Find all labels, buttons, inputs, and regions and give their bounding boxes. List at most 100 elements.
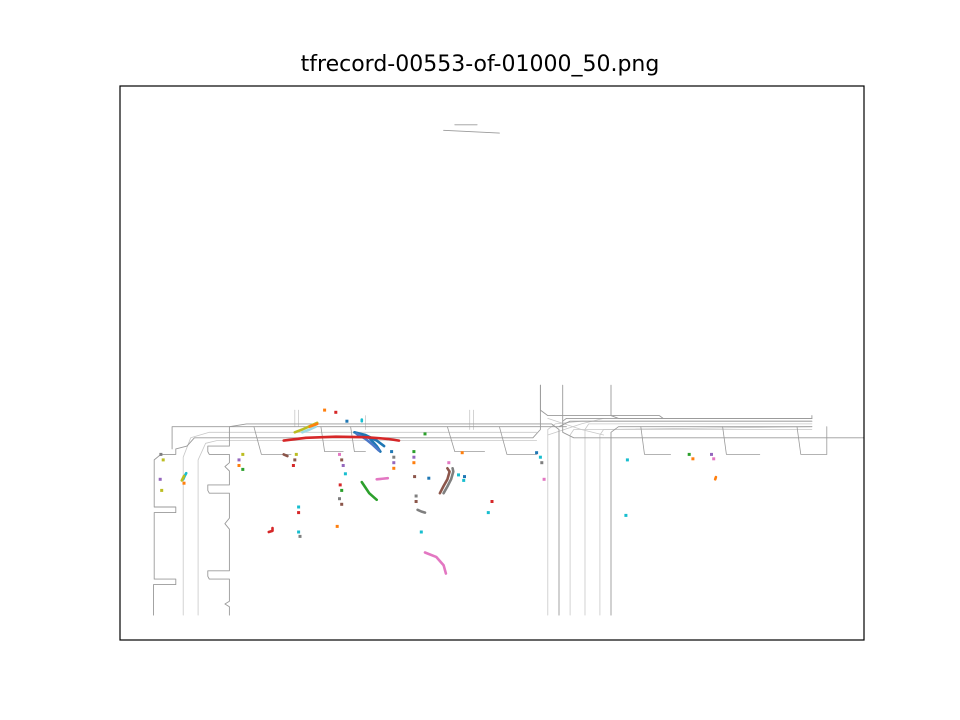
map-layer	[153, 124, 865, 616]
agent-point	[294, 452, 298, 456]
driveway-edge	[796, 426, 828, 455]
road-edge	[610, 384, 813, 419]
agent-point	[412, 455, 416, 459]
trajectory-line	[438, 466, 451, 495]
agent-point	[390, 450, 394, 454]
agent-point	[540, 461, 544, 465]
driveway-edge	[253, 426, 292, 455]
agent-point	[182, 481, 186, 485]
trajectory-line	[442, 466, 455, 495]
agent-point	[712, 457, 716, 461]
agent-point	[624, 513, 628, 517]
agent-point	[392, 461, 396, 465]
axes-frame	[119, 85, 865, 641]
trajectory-line	[713, 475, 718, 481]
road-edge	[539, 384, 813, 419]
road-edge	[207, 423, 560, 616]
road-edge	[443, 129, 500, 134]
road-edge	[186, 384, 541, 447]
agent-point	[542, 477, 546, 481]
agent-point	[535, 451, 539, 455]
agent-point	[691, 457, 695, 461]
agent-point	[392, 455, 396, 459]
agent-point	[340, 488, 344, 492]
lane-line	[182, 431, 537, 616]
agent-point	[297, 505, 301, 509]
driveway-edge	[498, 426, 537, 455]
agent-point	[490, 500, 494, 503]
driveway-edge	[350, 426, 366, 453]
agent-point	[392, 466, 396, 470]
lane-line	[547, 420, 813, 616]
agent-point	[447, 461, 451, 465]
trajectory-line	[180, 474, 186, 482]
driveway-edge	[640, 426, 671, 455]
agent-point	[625, 458, 629, 462]
agent-point	[343, 472, 347, 476]
lane-line	[547, 417, 604, 436]
lane-line	[197, 440, 537, 616]
agent-point	[338, 452, 341, 456]
agent-point	[423, 432, 427, 436]
agent-point	[413, 475, 417, 479]
agent-point	[241, 467, 245, 471]
agent-point	[158, 477, 162, 481]
agent-point	[293, 458, 297, 462]
agent-point	[298, 534, 302, 538]
agent-point	[237, 464, 241, 467]
trajectory-line	[282, 435, 401, 442]
agent-point	[687, 452, 691, 456]
agent-point	[419, 530, 423, 534]
lane-line	[599, 426, 813, 616]
agent-point	[345, 419, 349, 423]
agent-point	[159, 452, 163, 456]
agent-point	[338, 497, 341, 501]
driveway-edge	[446, 426, 486, 453]
trajectory-line	[282, 453, 289, 458]
road-edge	[171, 426, 567, 450]
agent-point	[340, 502, 344, 506]
agent-point	[334, 410, 338, 414]
trajectory-line	[360, 480, 379, 502]
chart-title: tfrecord-00553-of-01000_50.png	[300, 52, 660, 77]
agent-point	[340, 458, 344, 462]
agent-point	[710, 452, 713, 456]
agent-point	[460, 451, 464, 455]
agent-point	[412, 461, 416, 465]
agent-point	[338, 483, 342, 487]
agent-point	[241, 452, 245, 456]
agent-point	[297, 511, 301, 515]
agent-point	[297, 530, 301, 534]
trajectory-line	[300, 425, 318, 434]
agent-point	[463, 475, 466, 479]
agent-point	[161, 458, 165, 462]
road-edge	[153, 445, 188, 616]
agent-point	[341, 464, 345, 467]
driveway-edge	[722, 426, 761, 455]
agent-point	[462, 478, 466, 482]
agent-point	[335, 524, 339, 528]
agent-point	[486, 511, 490, 515]
road-edge	[558, 420, 813, 428]
lane-line	[569, 429, 813, 616]
trajectory-line	[308, 422, 319, 429]
trajectory-line	[416, 508, 427, 514]
road-edge	[610, 426, 813, 616]
agent-point	[323, 408, 327, 412]
agent-point	[291, 464, 295, 467]
agent-point	[237, 458, 241, 462]
trajectory-line	[375, 476, 390, 481]
agent-point	[412, 450, 416, 454]
driveway-edge	[320, 426, 344, 453]
trajectory-line	[267, 526, 274, 534]
agent-point	[457, 473, 460, 477]
trajectory-line	[423, 551, 448, 575]
agent-point	[414, 500, 418, 503]
agent-point	[538, 455, 542, 459]
agent-point	[160, 488, 164, 492]
agent-point	[427, 476, 431, 480]
agent-point	[414, 494, 418, 498]
road-edge	[562, 384, 865, 439]
agent-point-layer	[158, 408, 716, 538]
